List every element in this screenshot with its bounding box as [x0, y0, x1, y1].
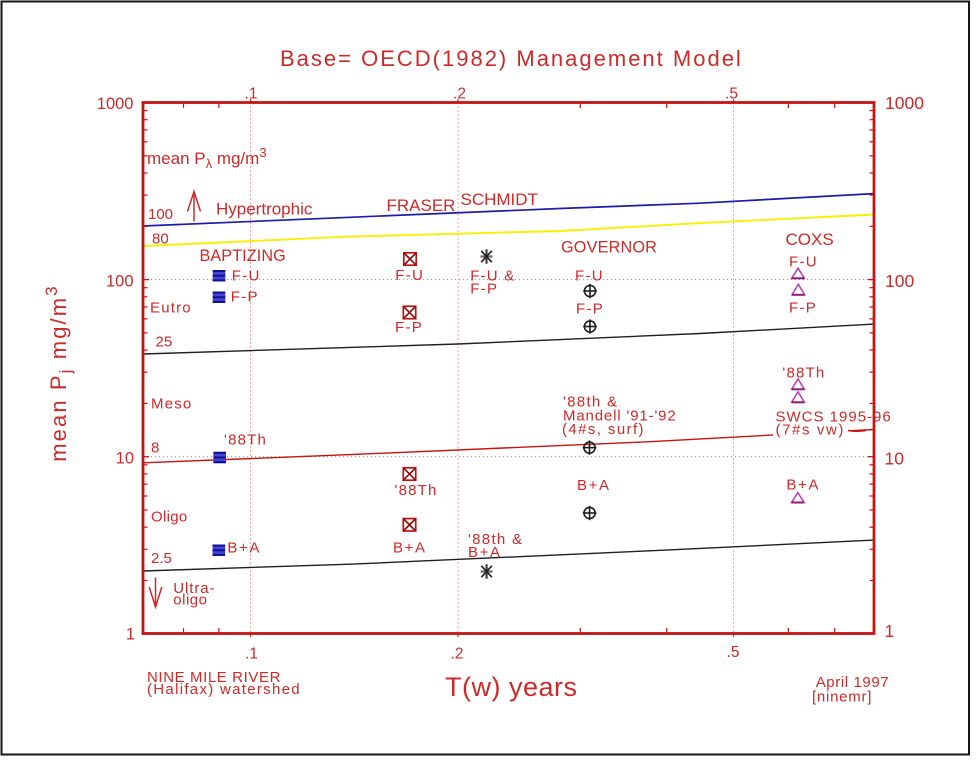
svg-text:.5: .5 [725, 86, 738, 103]
svg-text:.2: .2 [451, 646, 464, 663]
svg-text:mean Pj mg/m3: mean Pj mg/m3 [42, 284, 75, 462]
svg-text:[ninemr]: [ninemr] [812, 689, 872, 706]
svg-text:10: 10 [885, 449, 905, 469]
svg-text:'88th &: '88th & [468, 531, 523, 548]
svg-text:Mandell '91-'92: Mandell '91-'92 [563, 408, 677, 425]
svg-text:Meso: Meso [151, 396, 192, 413]
svg-text:.1: .1 [245, 646, 258, 663]
svg-text:.1: .1 [245, 86, 258, 103]
svg-text:oligo: oligo [173, 592, 207, 609]
svg-text:80: 80 [152, 231, 169, 248]
svg-text:F-U: F-U [789, 254, 818, 271]
svg-text:B+A: B+A [393, 540, 427, 557]
svg-text:100: 100 [148, 206, 173, 223]
svg-text:Hypertrophic: Hypertrophic [216, 199, 313, 218]
svg-text:.5: .5 [727, 644, 740, 661]
svg-text:(Halifax) watershed: (Halifax) watershed [147, 681, 301, 698]
svg-text:25: 25 [156, 334, 173, 351]
svg-text:(4#s, surf): (4#s, surf) [562, 421, 645, 438]
svg-text:F-P: F-P [395, 319, 423, 336]
svg-text:April 1997: April 1997 [816, 674, 890, 691]
svg-text:1000: 1000 [885, 93, 924, 113]
svg-text:F-P: F-P [470, 281, 498, 298]
svg-text:2.5: 2.5 [151, 550, 172, 567]
svg-text:Ultra-: Ultra- [173, 580, 215, 597]
svg-text:F-U: F-U [232, 268, 261, 285]
svg-text:100: 100 [106, 273, 134, 291]
svg-text:'88Th: '88Th [395, 482, 438, 499]
svg-text:(7#s vw): (7#s vw) [776, 422, 845, 439]
svg-text:F-P: F-P [231, 289, 259, 306]
svg-text:Base= OECD(1982) Management Mo: Base= OECD(1982) Management Model [280, 46, 743, 71]
svg-text:Eutro: Eutro [150, 300, 192, 317]
svg-text:B+A: B+A [227, 540, 261, 557]
svg-text:T(w) years: T(w) years [445, 672, 578, 702]
svg-text:F-P: F-P [576, 301, 604, 318]
svg-text:8: 8 [151, 440, 159, 457]
svg-text:B+A: B+A [468, 544, 502, 561]
svg-text:COXS: COXS [786, 230, 834, 249]
svg-text:F-U: F-U [575, 268, 604, 285]
svg-text:'88th &: '88th & [563, 394, 618, 411]
svg-text:NINE MILE RIVER: NINE MILE RIVER [147, 669, 281, 686]
svg-text:B+A: B+A [786, 477, 820, 494]
svg-text:10: 10 [116, 450, 134, 468]
svg-text:1000: 1000 [97, 95, 134, 113]
svg-text:SWCS 1995-96: SWCS 1995-96 [776, 409, 892, 426]
svg-text:FRASER: FRASER [387, 196, 456, 215]
svg-text:SCHMIDT: SCHMIDT [461, 190, 538, 209]
svg-text:.2: .2 [453, 86, 466, 103]
svg-text:GOVERNOR: GOVERNOR [561, 239, 657, 257]
svg-text:F-U: F-U [395, 267, 424, 284]
svg-text:100: 100 [885, 271, 914, 291]
svg-text:mean Pλ mg/m3: mean Pλ mg/m3 [147, 145, 267, 171]
svg-text:1: 1 [885, 621, 895, 641]
svg-text:'88Th: '88Th [782, 365, 825, 382]
svg-text:F-P: F-P [789, 300, 817, 317]
svg-text:Oligo: Oligo [151, 509, 188, 526]
svg-text:1: 1 [126, 626, 135, 644]
svg-text:BAPTIZING: BAPTIZING [200, 247, 286, 265]
svg-text:B+A: B+A [577, 477, 611, 494]
svg-text:'88Th: '88Th [224, 432, 267, 449]
svg-text:F-U &: F-U & [470, 268, 515, 285]
